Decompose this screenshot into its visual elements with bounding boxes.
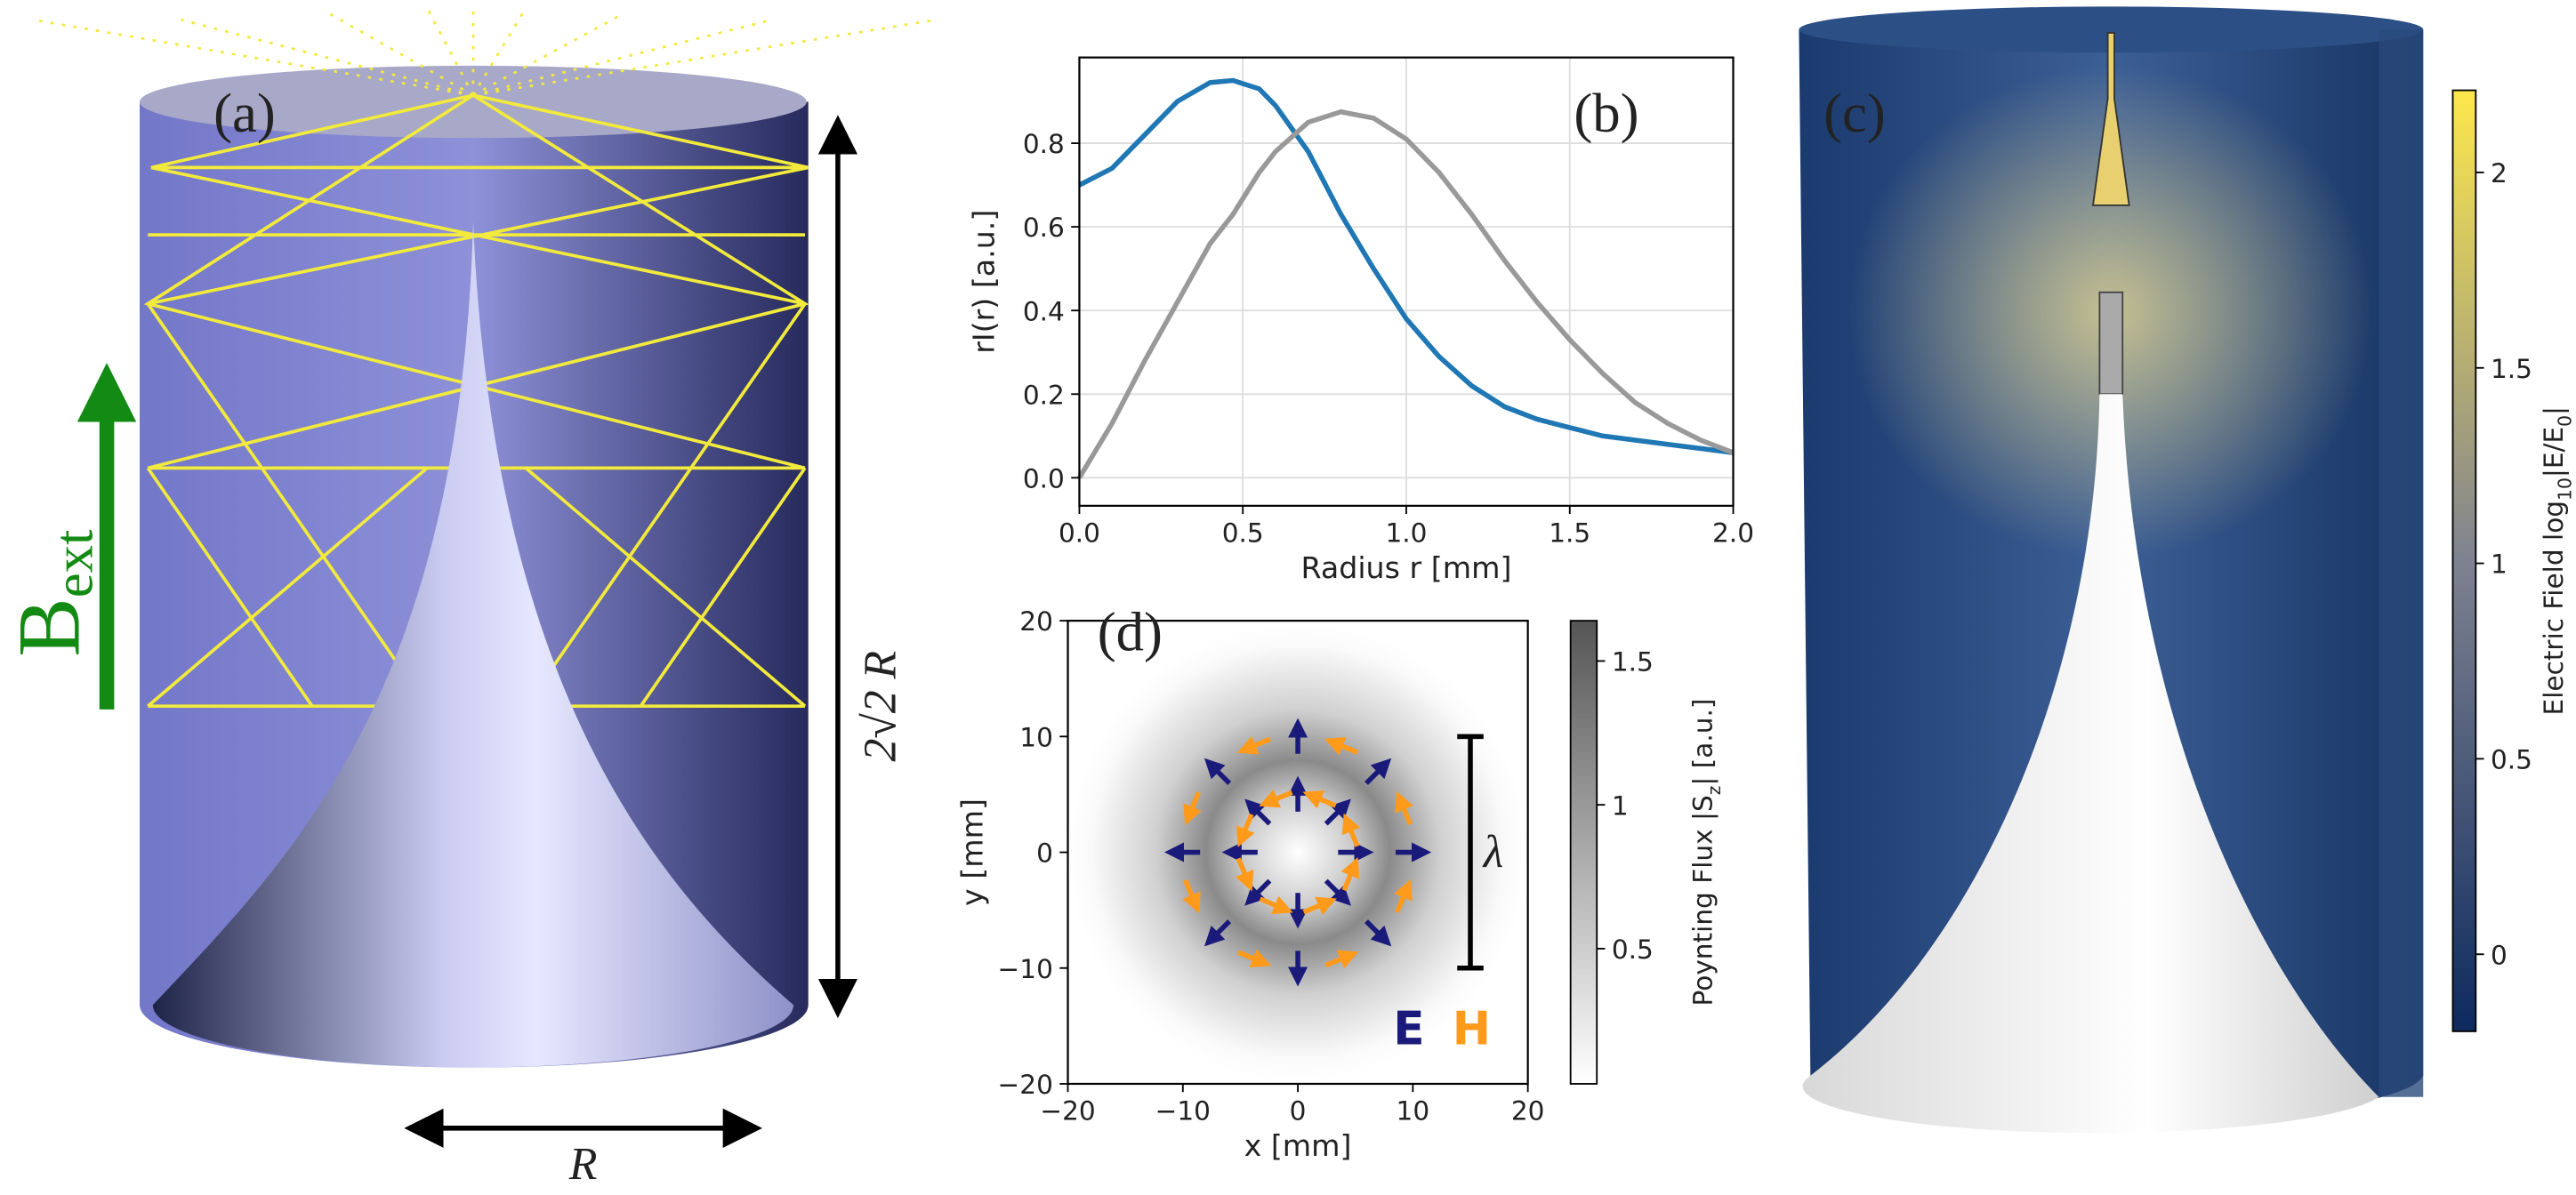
arrow (1340, 857, 1360, 892)
colorbar-label: Electric Field log10|E/E0| (2539, 406, 2575, 715)
arrow (1259, 789, 1293, 808)
colorbar-tick-label: 1 (1612, 790, 1629, 821)
arrow (1364, 919, 1392, 947)
colorbar (2451, 89, 2477, 1032)
arrow (1235, 857, 1254, 892)
arrow (1182, 879, 1201, 914)
colorbar-label-part: Electric Field log (2539, 501, 2569, 716)
x-tick-label: 2.0 (1712, 517, 1754, 548)
arrow (1236, 735, 1271, 755)
x-tick-label: 0 (1290, 1096, 1307, 1127)
colorbar-tick-label: 1.5 (1612, 647, 1654, 678)
x-tick-label: 10 (1397, 1096, 1430, 1127)
y-tick-label: 0.4 (1023, 296, 1065, 326)
panel-label: (b) (1574, 82, 1638, 144)
arrow (1394, 878, 1413, 913)
width-label: R (568, 1139, 598, 1190)
colorbar-tick-label: 0.5 (2491, 744, 2532, 774)
axes-frame (1067, 620, 1529, 1086)
y-tick-label: −10 (998, 954, 1053, 984)
y-tick-label: 10 (1019, 722, 1053, 752)
y-tick-label: 0.6 (1023, 213, 1065, 243)
y-tick-label: 0 (1036, 838, 1053, 869)
colorbar-label-part: 10 (2554, 477, 2575, 501)
x-tick-label: −10 (1155, 1096, 1211, 1127)
field-label-sub: ext (42, 529, 104, 598)
colorbar-label-part: |E/E (2539, 427, 2570, 477)
arrow (1244, 878, 1272, 906)
panel-label: (a) (213, 82, 276, 144)
colorbar-tick-label: 1 (2491, 549, 2508, 580)
y-axis-label: rI(r) [a.u.] (966, 210, 1001, 354)
arrow (1236, 949, 1272, 968)
colorbar (1569, 620, 1598, 1085)
y-tick-label: 0.0 (1023, 463, 1065, 493)
legend-label: H (1453, 1003, 1491, 1056)
arrow (1364, 758, 1392, 785)
legend-label: E (1393, 1003, 1424, 1056)
colorbar-label-part: | (2539, 406, 2570, 415)
colorbar-label-part: 0 (2554, 415, 2575, 427)
colorbar-tick-label: 1.5 (2491, 354, 2532, 384)
arrow (1203, 919, 1232, 947)
colorbar-label-part: | [a.u.] (1688, 699, 1719, 786)
colorbar-tick-label: 0.5 (1612, 934, 1654, 965)
x-tick-label: 1.5 (1549, 517, 1590, 548)
x-tick-label: 1.0 (1385, 517, 1427, 548)
line-series (1077, 108, 1735, 479)
colorbar-label-part: z (1703, 786, 1725, 796)
render-antenna (2091, 32, 2130, 206)
arrow (1302, 896, 1337, 916)
y-tick-label: 0.2 (1023, 380, 1065, 410)
arrow (1244, 798, 1272, 826)
x-tick-label: −20 (1040, 1096, 1095, 1127)
field-label-main: B (0, 598, 99, 657)
cylinder-top (140, 65, 807, 139)
arrow (1324, 798, 1351, 826)
y-tick-label: −20 (998, 1070, 1053, 1100)
ray-fan (32, 4, 937, 97)
x-tick-label: 20 (1511, 1096, 1545, 1127)
line-series (1078, 77, 1734, 455)
arrow (1236, 813, 1255, 847)
arrow (1302, 790, 1337, 809)
x-axis-label: x [mm] (1244, 1128, 1352, 1163)
arrow (1259, 895, 1293, 915)
panel-label: (d) (1098, 600, 1163, 662)
arrow (1324, 950, 1359, 969)
render-cut (2379, 29, 2424, 1097)
arrow (1183, 791, 1202, 826)
x-axis-label: Radius r [mm] (1301, 550, 1512, 585)
arrow (1395, 790, 1413, 826)
arrow (1203, 758, 1232, 785)
axes-frame (1078, 56, 1735, 507)
render-top (1799, 6, 2424, 53)
height-label: 2√2 R (856, 651, 906, 762)
colorbar-tick-label: 0 (2491, 940, 2508, 970)
panel-c: (c) (1799, 6, 2424, 1134)
panel-label: (c) (1823, 82, 1886, 144)
render-cone (1802, 394, 2379, 1134)
lambda-label: λ (1482, 827, 1503, 878)
arrow (1324, 737, 1359, 756)
arrow (1324, 878, 1351, 906)
panel-a: (a) Bext 2√2 R R (0, 4, 937, 1190)
y-tick-label: 20 (1019, 606, 1053, 637)
y-tick-label: 0.8 (1023, 129, 1065, 159)
cone (152, 221, 794, 1068)
colorbar-label: Poynting Flux |Sz| [a.u.] (1688, 699, 1725, 1007)
field-label: Bext (0, 529, 104, 657)
x-tick-label: 0.0 (1059, 517, 1100, 548)
x-tick-label: 0.5 (1222, 517, 1264, 548)
render-tip (2098, 291, 2124, 396)
flux-ring (1067, 622, 1528, 1083)
arrow (1341, 813, 1361, 847)
colorbar-tick-label: 2 (2491, 158, 2508, 188)
colorbar-label-part: Poynting Flux |S (1688, 795, 1719, 1006)
y-axis-label: y [mm] (954, 798, 989, 906)
